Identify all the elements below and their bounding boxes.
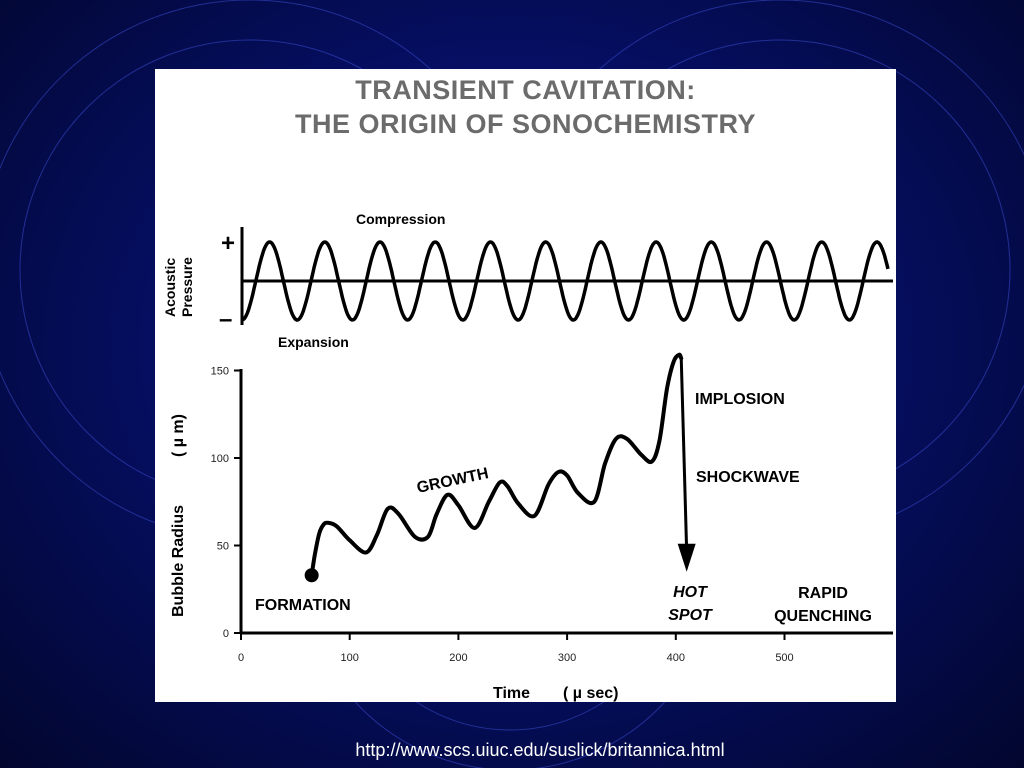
formation-point: [304, 568, 319, 583]
time-xunit: ( µ sec): [563, 685, 618, 702]
figure-title-line1: TRANSIENT CAVITATION:: [355, 75, 696, 105]
pressure-ylabel-line1: Acoustic: [162, 258, 178, 317]
pressure-wave: [241, 240, 890, 322]
y-tick-label: 100: [211, 453, 229, 465]
shockwave-label: SHOCKWAVE: [696, 469, 800, 486]
x-tick-label: 500: [775, 652, 793, 664]
rapid-quenching-label-line2: QUENCHING: [774, 608, 872, 625]
implosion-label: IMPLOSION: [695, 391, 785, 408]
y-tick-label: 0: [223, 628, 229, 640]
radius-curve: [309, 352, 684, 578]
source-url: http://www.scs.uiuc.edu/suslick/britanni…: [355, 740, 725, 760]
y-tick-label: 50: [217, 541, 229, 553]
x-tick-label: 400: [667, 652, 685, 664]
x-tick-label: 200: [449, 652, 467, 664]
growth-label: GROWTH: [415, 465, 490, 497]
x-tick-label: 100: [341, 652, 359, 664]
x-tick-label: 0: [238, 652, 244, 664]
x-tick-label: 300: [558, 652, 576, 664]
pressure-plot: + – Acoustic Pressure Compression Expans…: [162, 211, 893, 350]
expansion-label: Expansion: [278, 334, 349, 350]
y-tick-label: 150: [211, 366, 229, 378]
hot-spot-label-line1: HOT: [673, 584, 708, 601]
pressure-plus-sign: +: [221, 230, 235, 257]
hot-spot-label-line2: SPOT: [668, 607, 713, 624]
cavitation-figure: + – Acoustic Pressure Compression Expans…: [162, 211, 893, 702]
pressure-minus-sign: –: [219, 306, 232, 333]
rapid-quenching-label-line1: RAPID: [798, 585, 848, 602]
time-xlabel: Time: [493, 685, 530, 702]
implosion-arrow-head: [677, 543, 696, 572]
implosion-arrow-shaft: [679, 358, 689, 552]
compression-label: Compression: [356, 211, 445, 227]
radius-yunit: ( µ m): [170, 414, 187, 457]
formation-label: FORMATION: [255, 597, 351, 614]
radius-ylabel: Bubble Radius: [170, 505, 187, 617]
figure-title-line2: THE ORIGIN OF SONOCHEMISTRY: [294, 109, 757, 139]
figure-panel: TRANSIENT CAVITATION: THE ORIGIN OF SONO…: [155, 69, 896, 702]
pressure-ylabel-line2: Pressure: [179, 257, 195, 317]
